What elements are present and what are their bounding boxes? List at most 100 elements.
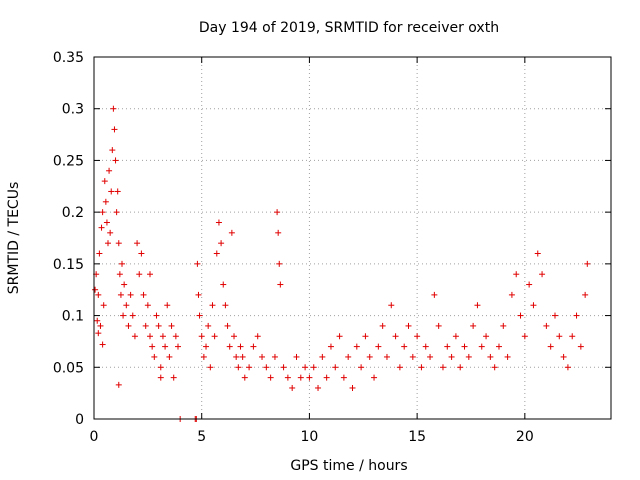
data-point xyxy=(250,343,257,350)
data-point xyxy=(109,147,116,154)
data-point xyxy=(276,260,283,267)
data-point xyxy=(235,364,242,371)
data-point xyxy=(96,250,103,257)
data-point xyxy=(112,157,119,164)
data-point xyxy=(577,343,584,350)
data-point xyxy=(539,271,546,278)
data-point xyxy=(513,271,520,278)
data-point xyxy=(241,374,248,381)
data-point xyxy=(127,291,134,298)
y-tick-label: 0.35 xyxy=(53,50,84,66)
data-point xyxy=(551,312,558,319)
x-tick-label: 20 xyxy=(516,429,534,445)
data-point xyxy=(271,353,278,360)
data-point xyxy=(207,364,214,371)
data-point xyxy=(155,322,162,329)
data-point xyxy=(582,291,589,298)
data-point xyxy=(500,322,507,329)
data-point xyxy=(452,333,459,340)
data-point xyxy=(211,333,218,340)
data-point xyxy=(107,229,114,236)
data-point xyxy=(315,384,322,391)
data-point xyxy=(94,317,101,324)
data-point xyxy=(108,188,115,195)
data-point xyxy=(157,374,164,381)
data-point xyxy=(168,322,175,329)
data-point xyxy=(144,302,151,309)
data-point xyxy=(353,343,360,350)
data-point xyxy=(543,322,550,329)
data-point xyxy=(405,322,412,329)
data-point xyxy=(392,333,399,340)
data-point xyxy=(465,353,472,360)
data-point xyxy=(302,364,309,371)
data-point xyxy=(319,353,326,360)
data-point xyxy=(175,343,182,350)
data-point xyxy=(164,302,171,309)
data-point xyxy=(306,374,313,381)
data-point xyxy=(95,291,102,298)
data-point xyxy=(92,286,99,293)
data-point xyxy=(534,250,541,257)
data-point xyxy=(388,302,395,309)
data-point xyxy=(110,105,117,112)
data-point xyxy=(215,219,222,226)
data-point xyxy=(332,364,339,371)
data-point xyxy=(526,281,533,288)
x-tick-label: 15 xyxy=(408,429,426,445)
data-point xyxy=(237,343,244,350)
data-point xyxy=(114,188,121,195)
data-point xyxy=(209,302,216,309)
data-point xyxy=(474,302,481,309)
data-point xyxy=(478,343,485,350)
data-point xyxy=(457,364,464,371)
data-point xyxy=(117,291,124,298)
data-point xyxy=(153,312,160,319)
data-point xyxy=(151,353,158,360)
data-point xyxy=(461,343,468,350)
data-point xyxy=(254,333,261,340)
data-point xyxy=(97,322,104,329)
data-point xyxy=(401,343,408,350)
data-point xyxy=(396,364,403,371)
data-point xyxy=(136,271,143,278)
data-point xyxy=(113,209,120,216)
data-point xyxy=(101,178,108,185)
data-point xyxy=(213,250,220,257)
data-point xyxy=(157,364,164,371)
data-point xyxy=(131,333,138,340)
data-point xyxy=(556,333,563,340)
data-point xyxy=(323,374,330,381)
data-point xyxy=(431,291,438,298)
x-tick-label: 0 xyxy=(90,429,99,445)
data-point xyxy=(218,240,225,247)
data-point xyxy=(166,353,173,360)
y-tick-label: 0.05 xyxy=(53,360,84,376)
data-point xyxy=(111,126,118,133)
y-tick-label: 0.15 xyxy=(53,257,84,273)
x-tick-label: 10 xyxy=(301,429,319,445)
data-point xyxy=(100,302,107,309)
data-point xyxy=(560,353,567,360)
data-point xyxy=(194,260,201,267)
data-point xyxy=(289,384,296,391)
data-point xyxy=(366,353,373,360)
data-point xyxy=(327,343,334,350)
data-point xyxy=(504,353,511,360)
y-tick-label: 0.3 xyxy=(62,102,84,118)
data-point xyxy=(147,333,154,340)
data-point xyxy=(517,312,524,319)
data-point xyxy=(98,224,105,231)
data-point xyxy=(375,343,382,350)
y-tick-label: 0 xyxy=(75,412,84,428)
data-point xyxy=(220,281,227,288)
data-point xyxy=(409,353,416,360)
data-point xyxy=(125,322,132,329)
data-point xyxy=(584,260,591,267)
data-point xyxy=(222,302,229,309)
y-tick-label: 0.2 xyxy=(62,205,84,221)
data-point xyxy=(123,302,130,309)
data-point xyxy=(371,374,378,381)
data-point xyxy=(239,353,246,360)
data-point xyxy=(263,364,270,371)
